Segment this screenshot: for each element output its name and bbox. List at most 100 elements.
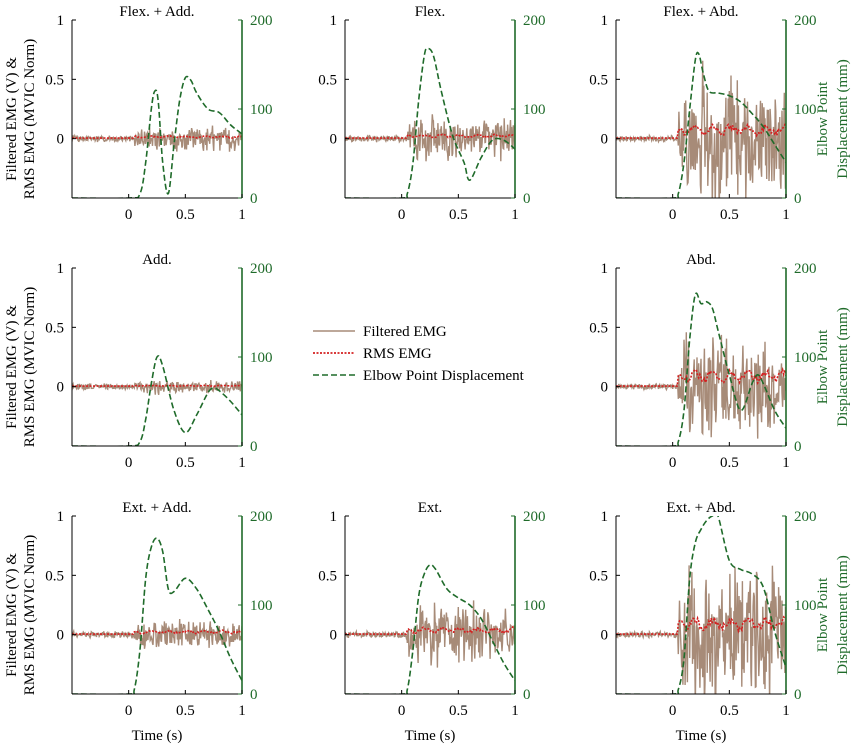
left-tick-label: 1	[57, 509, 65, 525]
right-ylabel-line1: Elbow Point	[815, 329, 831, 404]
x-tick-label: 0	[669, 703, 677, 719]
x-tick-label: 0.5	[720, 207, 739, 223]
right-tick-label: 100	[794, 598, 817, 614]
displacement-line	[72, 355, 242, 446]
left-ylabel-line1: Filtered EMG (V) &	[4, 305, 20, 429]
right-tick-label: 200	[250, 13, 273, 29]
right-tick-label: 100	[250, 102, 273, 118]
rms-emg-line	[72, 134, 242, 139]
legend-label: Filtered EMG	[363, 324, 447, 340]
rms-emg-line	[616, 121, 786, 139]
right-tick-label: 0	[250, 687, 258, 703]
left-tick-label: 0.5	[45, 568, 64, 584]
displacement-line	[72, 75, 242, 198]
x-tick-label: 1	[511, 207, 519, 223]
subplot-title: Flex.	[415, 4, 445, 20]
x-tick-label: 0.5	[449, 207, 468, 223]
right-tick-label: 0	[523, 687, 531, 703]
x-tick-label: 0	[398, 703, 406, 719]
left-ylabel-line1: Filtered EMG (V) &	[4, 57, 20, 181]
x-tick-label: 0	[125, 703, 133, 719]
legend: Filtered EMG RMS EMG Elbow Point Displacem…	[313, 324, 525, 384]
displacement-line	[72, 537, 242, 694]
right-tick-label: 0	[523, 191, 531, 207]
left-tick-label: 0.5	[589, 320, 608, 336]
x-tick-label: 0.5	[720, 703, 739, 719]
left-ylabel-line2: RMS EMG (MVIC Norm)	[22, 39, 38, 199]
x-tick-label: 0	[125, 207, 133, 223]
left-tick-label: 0	[601, 380, 609, 396]
filtered-emg-line	[616, 60, 786, 198]
right-ylabel-line2: Displacement (mm)	[835, 307, 851, 427]
left-tick-label: 0.5	[589, 72, 608, 88]
subplot-title: Add.	[142, 252, 172, 268]
subplot-title: Ext. + Add.	[122, 500, 191, 516]
right-tick-label: 100	[250, 598, 273, 614]
left-tick-label: 0	[57, 380, 65, 396]
x-tick-label: 0	[398, 207, 406, 223]
x-tick-label: 0.5	[176, 455, 195, 471]
right-tick-label: 0	[250, 191, 258, 207]
subplot-title: Flex. + Add.	[119, 4, 194, 20]
x-tick-label: 1	[238, 703, 246, 719]
x-tick-label: 0.5	[449, 703, 468, 719]
left-tick-label: 0.5	[45, 320, 64, 336]
left-ylabel-line2: RMS EMG (MVIC Norm)	[22, 535, 38, 695]
left-tick-label: 1	[601, 261, 609, 277]
left-tick-label: 0.5	[318, 568, 337, 584]
left-tick-label: 1	[601, 13, 609, 29]
rms-emg-line	[345, 625, 515, 636]
left-ylabel-line2: RMS EMG (MVIC Norm)	[22, 287, 38, 447]
left-ylabel-line1: Filtered EMG (V) &	[4, 553, 20, 677]
left-tick-label: 0	[330, 132, 338, 148]
right-tick-label: 0	[794, 439, 802, 455]
right-tick-label: 200	[794, 261, 817, 277]
right-tick-label: 0	[250, 439, 258, 455]
right-ylabel-line1: Elbow Point	[815, 81, 831, 156]
x-tick-label: 1	[782, 703, 790, 719]
legend-label: RMS EMG	[363, 346, 432, 362]
x-tick-label: 0.5	[720, 455, 739, 471]
x-tick-label: 1	[782, 207, 790, 223]
rms-emg-line	[72, 384, 242, 388]
displacement-line	[616, 51, 786, 198]
x-tick-label: 0.5	[176, 703, 195, 719]
right-tick-label: 200	[250, 509, 273, 525]
rms-emg-line	[616, 615, 786, 635]
xlabel: Time (s)	[405, 728, 456, 744]
filtered-emg-line	[616, 565, 786, 694]
x-tick-label: 1	[782, 455, 790, 471]
x-tick-label: 1	[238, 207, 246, 223]
right-tick-label: 100	[523, 598, 546, 614]
right-tick-label: 0	[794, 191, 802, 207]
x-tick-label: 0.5	[176, 207, 195, 223]
right-ylabel-line1: Elbow Point	[815, 577, 831, 652]
x-tick-label: 0	[669, 207, 677, 223]
displacement-line	[616, 292, 786, 446]
x-tick-label: 0	[125, 455, 133, 471]
left-tick-label: 0.5	[45, 72, 64, 88]
left-tick-label: 1	[57, 261, 65, 277]
x-tick-label: 1	[238, 455, 246, 471]
xlabel: Time (s)	[132, 728, 183, 744]
right-tick-label: 200	[523, 13, 546, 29]
filtered-emg-line	[72, 380, 242, 396]
subplot-title: Ext.	[418, 500, 443, 516]
rms-emg-line	[72, 629, 242, 635]
left-tick-label: 0	[57, 628, 65, 644]
rms-emg-line	[616, 366, 786, 387]
rms-emg-line	[345, 133, 515, 140]
x-tick-label: 0	[669, 455, 677, 471]
left-tick-label: 1	[330, 13, 338, 29]
left-tick-label: 1	[57, 13, 65, 29]
left-tick-label: 0.5	[318, 72, 337, 88]
right-tick-label: 200	[523, 509, 546, 525]
left-tick-label: 1	[330, 509, 338, 525]
displacement-line	[345, 563, 515, 694]
left-tick-label: 0	[601, 132, 609, 148]
